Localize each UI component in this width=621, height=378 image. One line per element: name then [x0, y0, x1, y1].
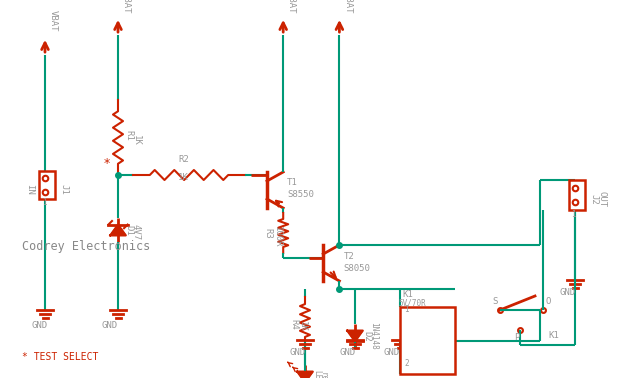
- Text: K1: K1: [548, 331, 559, 340]
- Text: R3: R3: [263, 228, 272, 239]
- Bar: [569, 180, 585, 210]
- Text: 1: 1: [42, 198, 47, 207]
- Text: IN: IN: [25, 184, 34, 194]
- Text: J1: J1: [59, 184, 68, 194]
- Text: S: S: [492, 297, 497, 306]
- Text: D1: D1: [124, 225, 133, 235]
- Text: R2: R2: [178, 155, 189, 164]
- Text: * TEST SELECT: * TEST SELECT: [22, 352, 98, 362]
- Text: R4: R4: [289, 319, 298, 329]
- Text: S8550: S8550: [287, 190, 314, 199]
- Text: Codrey Electronics: Codrey Electronics: [22, 240, 150, 253]
- Text: 1N4148: 1N4148: [369, 322, 378, 350]
- Text: 1K: 1K: [298, 321, 307, 332]
- Text: J2: J2: [589, 194, 598, 204]
- Text: 1: 1: [404, 305, 409, 314]
- Text: 2: 2: [404, 359, 409, 368]
- Text: *: *: [104, 157, 111, 170]
- Text: GND: GND: [289, 348, 305, 357]
- Text: GND: GND: [31, 321, 47, 330]
- Text: OUT: OUT: [597, 191, 606, 207]
- Text: 1: 1: [571, 210, 576, 219]
- Text: GND: GND: [384, 348, 400, 357]
- Text: S8050: S8050: [343, 264, 370, 273]
- Text: R1: R1: [124, 130, 133, 140]
- Text: D2: D2: [362, 331, 371, 341]
- Text: 1K: 1K: [132, 135, 141, 146]
- Polygon shape: [297, 372, 313, 378]
- Text: VBAT: VBAT: [49, 11, 58, 32]
- Text: T1: T1: [287, 178, 298, 187]
- Text: GND: GND: [102, 321, 118, 330]
- Text: P: P: [514, 333, 519, 342]
- Text: K1: K1: [402, 290, 413, 299]
- Text: T2: T2: [343, 252, 354, 261]
- Text: O: O: [545, 297, 550, 306]
- Bar: [400, 307, 455, 374]
- Text: LED1: LED1: [312, 370, 321, 378]
- Text: 5V/70R: 5V/70R: [398, 298, 426, 307]
- Text: GND: GND: [559, 288, 575, 297]
- Text: VBAT: VBAT: [122, 0, 131, 14]
- Polygon shape: [110, 225, 126, 235]
- Polygon shape: [347, 331, 363, 341]
- Text: GND: GND: [339, 348, 355, 357]
- Bar: [39, 171, 55, 199]
- Text: VBAT: VBAT: [287, 0, 296, 14]
- Text: red: red: [319, 372, 328, 378]
- Text: 100R: 100R: [273, 226, 282, 248]
- Text: 1K: 1K: [178, 173, 189, 182]
- Text: 4V7: 4V7: [132, 224, 141, 240]
- Text: VBAT: VBAT: [343, 0, 352, 14]
